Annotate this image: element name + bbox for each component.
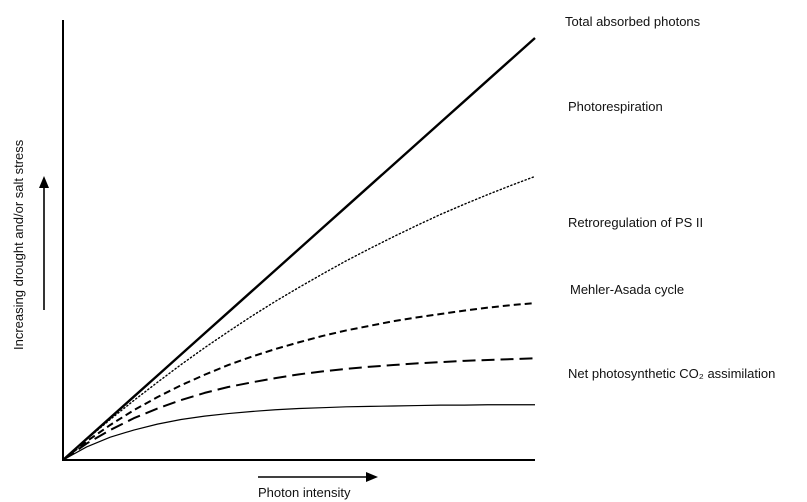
y-axis-label: Increasing drought and/or salt stress [11, 139, 26, 350]
series-line-retroregulation-of-ps-ii [62, 302, 536, 461]
label-net-photosynthetic-co2: Net photosynthetic CO₂ assimilation [568, 366, 775, 381]
y-arrowhead-icon [39, 176, 49, 188]
series-line-total-absorbed-photons [62, 37, 536, 461]
series-layer [62, 37, 536, 461]
label-photorespiration: Photorespiration [568, 99, 663, 114]
series-line-photorespiration [62, 175, 536, 461]
series-line-mehler-asada-cycle [62, 357, 536, 461]
series-line-net-photosynthetic-co-assimilation [62, 404, 535, 461]
label-retroregulation-ps2: Retroregulation of PS II [568, 215, 703, 230]
label-mehler-asada-cycle: Mehler-Asada cycle [570, 282, 684, 297]
label-total-absorbed-photons: Total absorbed photons [565, 14, 701, 29]
x-arrowhead-icon [366, 472, 378, 482]
x-axis-label: Photon intensity [258, 485, 351, 500]
